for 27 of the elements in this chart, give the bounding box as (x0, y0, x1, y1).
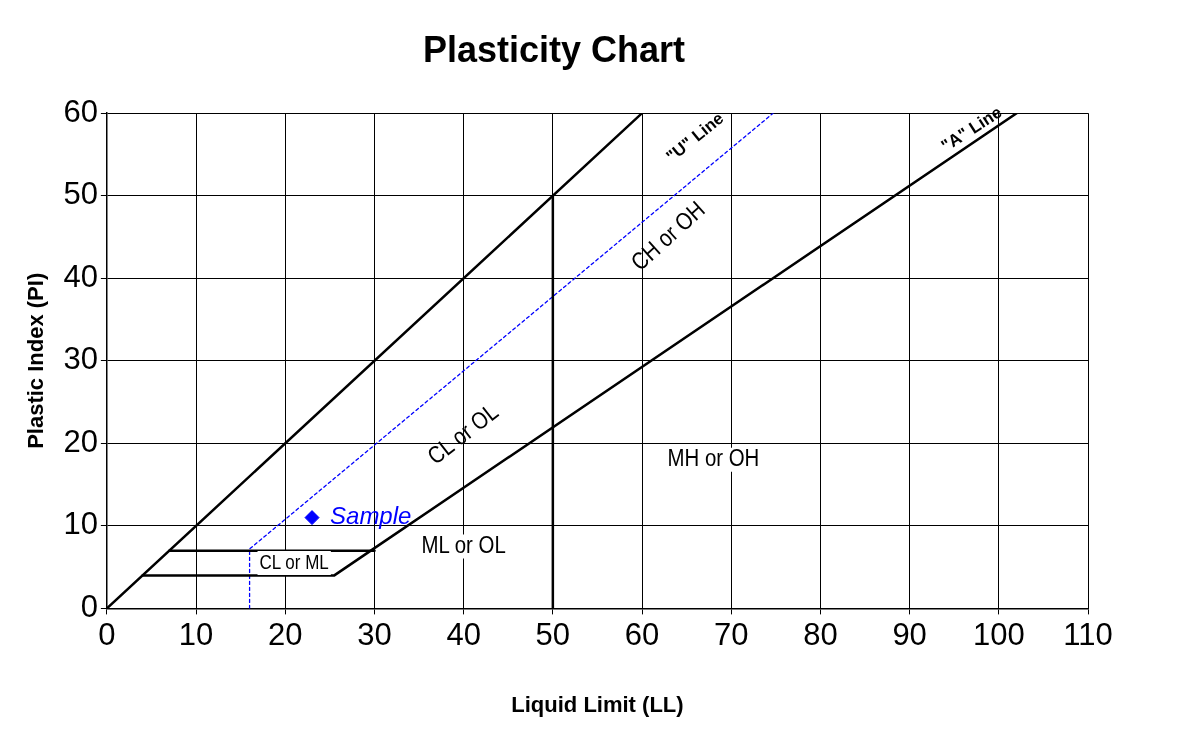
x-tick-label: 80 (803, 616, 838, 652)
annotation: CH or OH (625, 195, 711, 276)
y-tick-label: 0 (80, 588, 98, 624)
annotation: "U" Line (662, 108, 728, 167)
y-tick-label: 30 (63, 341, 98, 377)
x-tick-label: 50 (535, 616, 571, 652)
x-tick-label: 60 (624, 616, 660, 652)
y-tick-label: 60 (63, 93, 98, 129)
x-tick-label: 90 (892, 616, 927, 652)
y-tick-label: 20 (63, 423, 98, 459)
annotation: CL or ML (259, 550, 329, 573)
annotation: "A" Line (937, 102, 1006, 156)
x-axis-title: Liquid Limit (LL) (511, 691, 684, 717)
x-tick-label: 20 (268, 616, 303, 652)
x-tick-label: 40 (446, 616, 481, 652)
y-tick-label: 40 (63, 258, 98, 294)
y-tick-label: 10 (63, 506, 98, 542)
x-tick-label: 30 (357, 616, 392, 652)
x-tick-label: 10 (178, 616, 214, 652)
x-tick-label: 110 (1063, 616, 1113, 652)
y-axis-title: Plastic Index (PI) (23, 272, 49, 449)
annotation: MH or OH (667, 444, 760, 472)
chart-title: Plasticity Chart (422, 28, 686, 70)
y-tick-label: 50 (63, 176, 98, 212)
x-tick-label: 100 (972, 616, 1025, 652)
annotation: ML or OL (421, 531, 506, 559)
x-tick-label: 70 (713, 616, 749, 652)
